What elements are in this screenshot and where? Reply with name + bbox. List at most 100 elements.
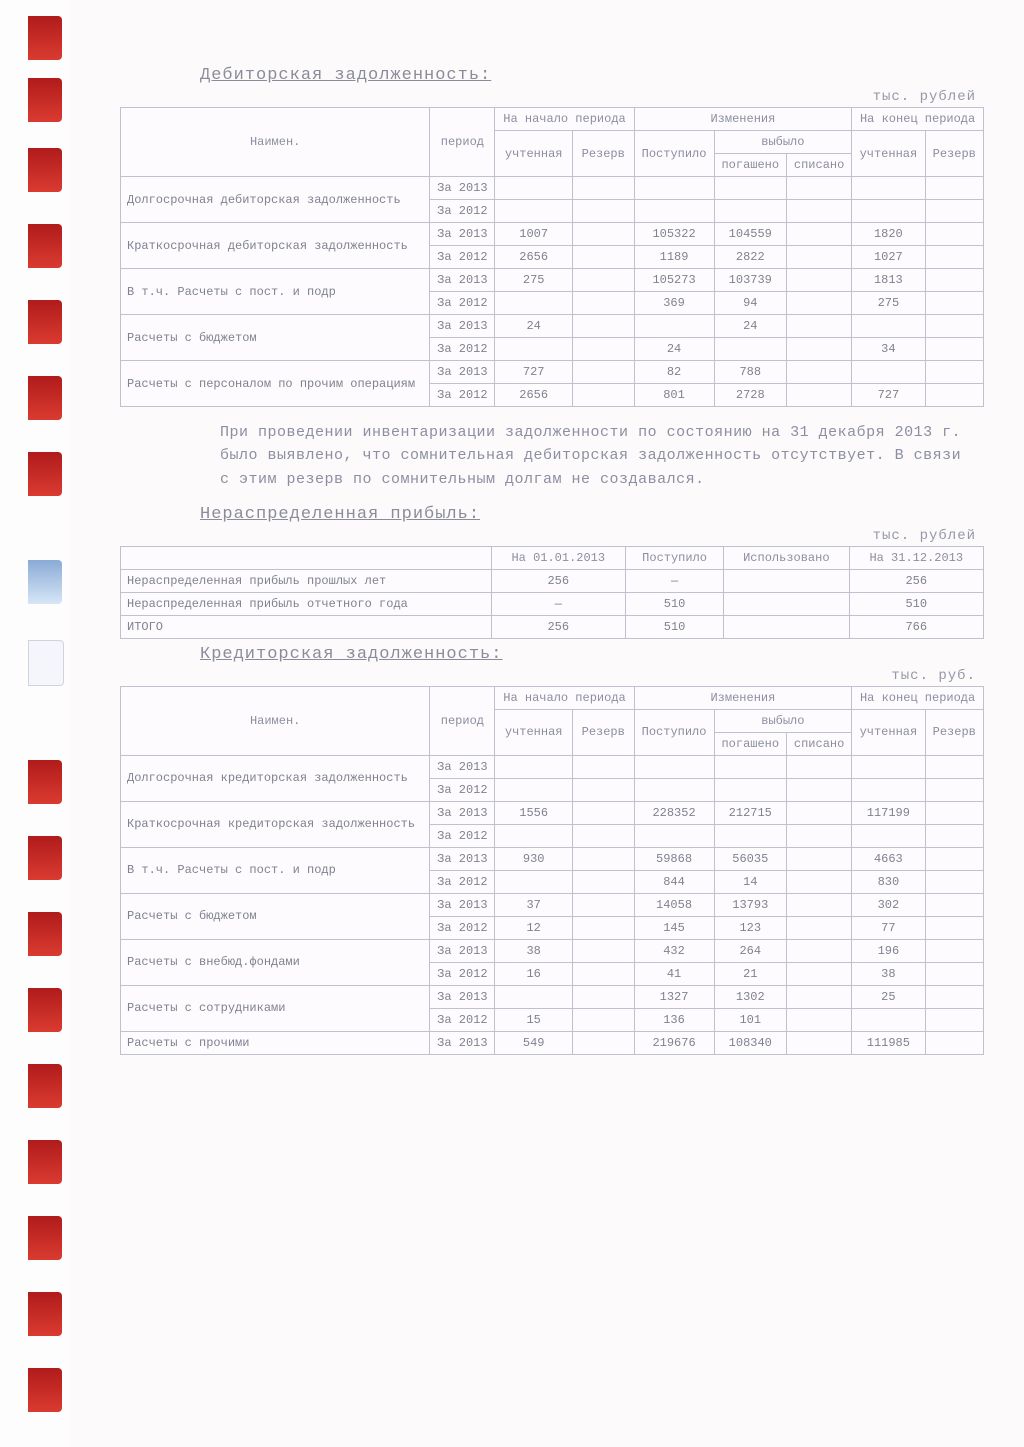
cell [634,824,714,847]
cell: 1007 [495,223,572,246]
cell [852,200,925,223]
cell: 1820 [852,223,925,246]
unit-profit: тыс. рублей [120,528,976,544]
cell [787,361,852,384]
binding-tab [28,640,64,686]
cell: 24 [495,315,572,338]
cell [572,893,634,916]
cell-naimen: Расчеты с персоналом по прочим операциям [121,361,430,407]
cell: 16 [495,962,572,985]
cell [495,870,572,893]
table-row: ИТОГО256510766 [121,615,984,638]
th-p5: На 31.12.2013 [849,546,983,569]
th-p3: Поступило [626,546,724,569]
table-row: Расчеты с персоналом по прочим операциям… [121,361,984,384]
thc-rezerv: Резерв [572,709,634,755]
cell: 2656 [495,384,572,407]
cell [852,177,925,200]
cell [787,893,852,916]
cell: 727 [495,361,572,384]
cell: За 2013 [430,223,495,246]
cell [925,755,983,778]
th-p1 [121,546,492,569]
cell [787,1031,852,1054]
cell: 117199 [852,801,925,824]
cell: 1027 [852,246,925,269]
cell [925,246,983,269]
thc-naimen: Наимен. [121,686,430,755]
table-row: Расчеты с бюджетомЗа 2013371405813793302 [121,893,984,916]
cell: 24 [634,338,714,361]
th-postup: Поступило [634,131,714,177]
cell-naimen: Расчеты с сотрудниками [121,985,430,1031]
thc-period: период [430,686,495,755]
cell [925,1031,983,1054]
binding-tab [28,1368,62,1412]
cell [634,200,714,223]
cell: 1813 [852,269,925,292]
cell-naimen: В т.ч. Расчеты с пост. и подр [121,269,430,315]
binding-tab [28,16,62,60]
cell: 256 [849,569,983,592]
cell: — [626,569,724,592]
heading-credit: Кредиторская задолженность: [200,645,984,664]
cell [925,338,983,361]
cell [925,985,983,1008]
cell [787,801,852,824]
cell: За 2012 [430,962,495,985]
cell [787,916,852,939]
cell [495,200,572,223]
cell [572,1008,634,1031]
cell: 830 [852,870,925,893]
binding-strip [28,0,62,1447]
cell-naimen: Долгосрочная дебиторская задолженность [121,177,430,223]
cell [787,292,852,315]
cell [787,870,852,893]
cell: 77 [852,916,925,939]
cell [925,361,983,384]
th-nach: На начало периода [495,108,634,131]
cell: 111985 [852,1031,925,1054]
cell [925,200,983,223]
cell [634,177,714,200]
cell [787,223,852,246]
thc-vybylo: выбыло [714,709,852,732]
cell [925,893,983,916]
cell: За 2013 [430,177,495,200]
cell-naimen: Нераспределенная прибыль отчетного года [121,592,492,615]
cell [852,778,925,801]
cell: 101 [714,1008,787,1031]
cell: 37 [495,893,572,916]
cell [925,870,983,893]
heading-profit: Нераспределенная прибыль: [200,505,984,524]
cell [925,939,983,962]
cell: 34 [852,338,925,361]
table-credit: Наимен. период На начало периода Изменен… [120,686,984,1055]
cell: 103739 [714,269,787,292]
th-uchten2: учтенная [852,131,925,177]
cell: 1556 [495,801,572,824]
cell [714,778,787,801]
cell: 275 [852,292,925,315]
table-debit: Наимен. период На начало периода Изменен… [120,107,984,407]
cell [852,824,925,847]
cell: 228352 [634,801,714,824]
cell [787,200,852,223]
table-row: В т.ч. Расчеты с пост. и подрЗа 20139305… [121,847,984,870]
cell: 510 [626,592,724,615]
cell [495,755,572,778]
cell: 302 [852,893,925,916]
cell: За 2012 [430,824,495,847]
cell: 82 [634,361,714,384]
cell: За 2012 [430,1008,495,1031]
table-row: Нераспределенная прибыль прошлых лет256—… [121,569,984,592]
cell [787,315,852,338]
table-row: Долгосрочная кредиторская задолженностьЗ… [121,755,984,778]
cell [572,755,634,778]
cell: 14058 [634,893,714,916]
cell [495,292,572,315]
cell: 21 [714,962,787,985]
binding-tab [28,300,62,344]
cell-naimen: Расчеты с прочими [121,1031,430,1054]
cell: — [491,592,625,615]
